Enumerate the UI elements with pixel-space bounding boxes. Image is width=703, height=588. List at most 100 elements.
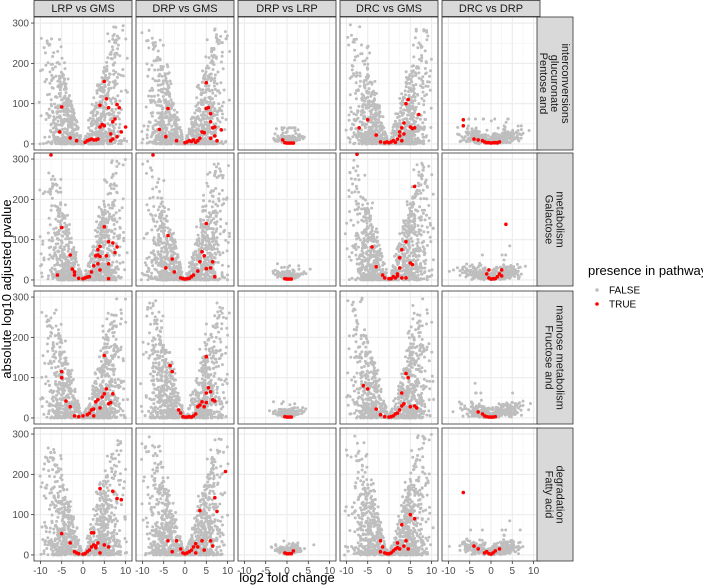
false-point — [207, 142, 211, 146]
false-point — [53, 130, 57, 134]
false-point — [346, 35, 350, 39]
false-point — [370, 91, 374, 94]
false-point — [146, 74, 150, 78]
false-point — [54, 105, 58, 109]
false-point — [208, 117, 212, 121]
false-point — [107, 83, 111, 86]
false-point — [58, 62, 61, 66]
false-point — [107, 215, 111, 219]
false-point — [200, 99, 204, 103]
false-point — [100, 94, 104, 98]
false-point — [358, 84, 362, 88]
false-point — [352, 112, 356, 116]
true-point — [111, 120, 115, 124]
false-point — [212, 81, 216, 85]
false-point — [109, 86, 113, 90]
false-point — [429, 57, 433, 61]
false-point — [95, 121, 99, 125]
false-point — [223, 228, 227, 232]
false-point — [466, 130, 470, 134]
false-point — [113, 55, 117, 59]
false-point — [142, 236, 146, 240]
false-point — [368, 103, 372, 107]
true-point — [104, 254, 109, 258]
false-point — [116, 47, 120, 51]
false-point — [290, 126, 293, 130]
false-point — [95, 126, 99, 130]
false-point — [94, 133, 98, 137]
true-point — [68, 253, 72, 257]
false-point — [519, 136, 523, 140]
false-point — [205, 38, 209, 42]
false-point — [110, 45, 114, 49]
false-point — [156, 135, 160, 139]
false-point — [467, 139, 471, 143]
true-point — [108, 132, 113, 136]
false-point — [161, 95, 165, 98]
false-point — [64, 91, 68, 95]
false-point — [43, 51, 47, 55]
false-point — [217, 192, 221, 196]
false-point — [290, 136, 294, 140]
false-point — [272, 136, 276, 140]
false-point — [425, 93, 429, 96]
false-point — [114, 100, 117, 104]
false-point — [409, 130, 413, 134]
true-point — [164, 134, 168, 139]
false-point — [375, 142, 379, 146]
true-point — [111, 137, 115, 141]
false-point — [99, 85, 103, 89]
false-point — [53, 65, 57, 69]
false-point — [156, 93, 160, 97]
false-point — [413, 95, 417, 99]
false-point — [105, 180, 109, 184]
false-point — [90, 257, 94, 261]
false-point — [210, 271, 214, 275]
true-point — [104, 97, 109, 101]
false-point — [100, 131, 104, 135]
false-point — [140, 31, 144, 35]
false-point — [95, 118, 99, 122]
true-point — [208, 111, 213, 116]
false-point — [74, 250, 78, 254]
false-point — [83, 137, 87, 141]
false-point — [115, 82, 119, 86]
false-point — [366, 62, 370, 66]
false-point — [396, 112, 400, 116]
false-point — [394, 130, 398, 134]
false-point — [147, 46, 151, 50]
false-point — [207, 96, 211, 100]
false-point — [101, 142, 105, 146]
false-point — [44, 118, 48, 121]
false-point — [54, 226, 58, 230]
false-point — [50, 255, 54, 259]
false-point — [91, 114, 95, 117]
false-point — [354, 55, 357, 59]
false-point — [151, 238, 155, 242]
false-point — [108, 72, 111, 76]
false-point — [117, 275, 121, 279]
false-point — [502, 124, 506, 128]
false-point — [115, 34, 119, 38]
false-point — [50, 78, 54, 82]
false-point — [114, 211, 118, 215]
false-point — [204, 90, 208, 94]
false-point — [194, 249, 197, 253]
false-point — [348, 93, 352, 97]
false-point — [485, 128, 489, 132]
false-point — [101, 104, 105, 108]
true-point — [57, 130, 62, 134]
false-point — [149, 135, 153, 139]
false-point — [116, 111, 120, 115]
false-point — [227, 98, 231, 102]
false-point — [154, 142, 158, 146]
false-point — [286, 127, 289, 131]
false-point — [107, 248, 111, 252]
false-point — [150, 228, 154, 232]
false-point — [115, 75, 119, 79]
false-point — [190, 116, 194, 120]
false-point — [353, 48, 357, 52]
false-point — [51, 86, 55, 90]
false-point — [67, 228, 71, 231]
